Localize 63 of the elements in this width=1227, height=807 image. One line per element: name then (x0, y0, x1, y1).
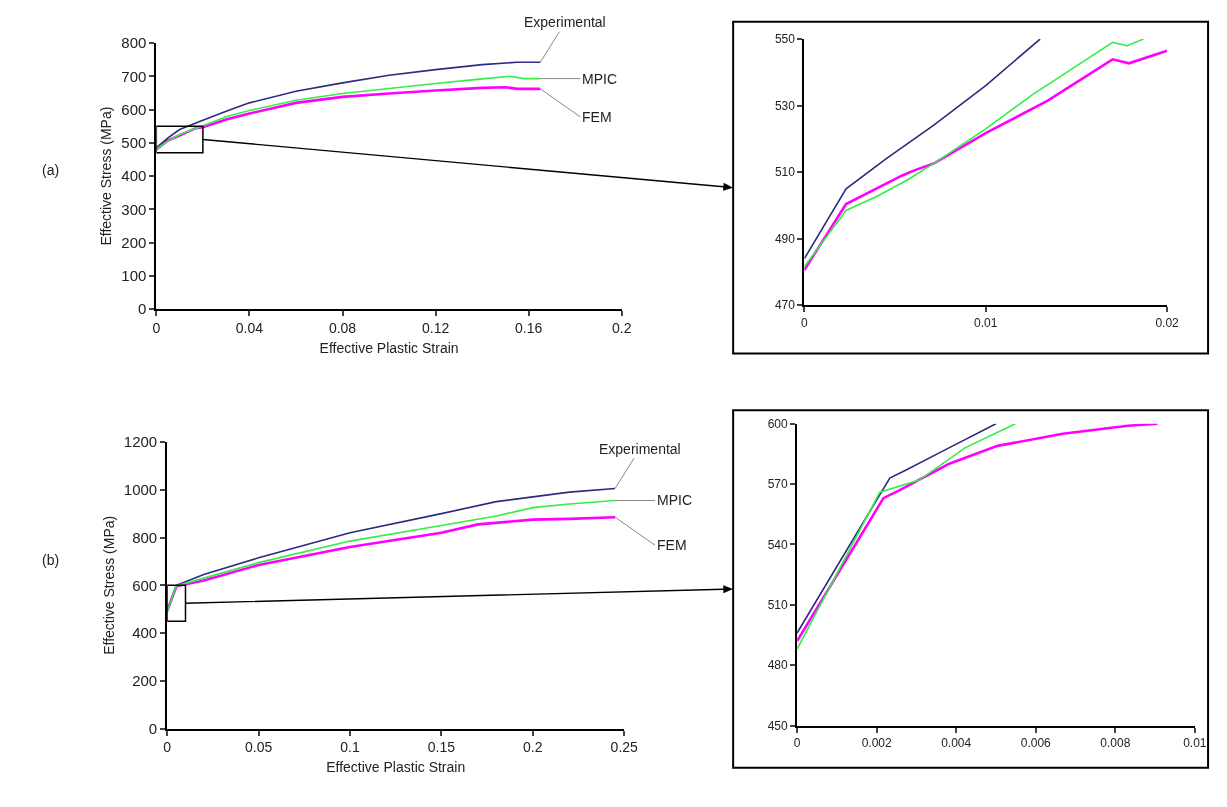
x-axis-title: Effective Plastic Strain (319, 339, 459, 356)
line-series (804, 39, 1041, 260)
x-tick-label: 0.2 (612, 320, 632, 336)
y-tick-label: 450 (767, 718, 789, 733)
y-tick-label: 1000 (123, 480, 158, 498)
y-tick-label: 200 (121, 233, 147, 251)
y-tick-label: 500 (121, 134, 147, 152)
y-tick-label: 700 (121, 67, 147, 85)
line-series (797, 423, 1017, 650)
x-tick-label: 0.08 (328, 320, 357, 336)
x-tick-label: 0.25 (610, 739, 639, 756)
y-tick-label: 600 (132, 576, 158, 594)
x-tick-label: 0.15 (427, 739, 456, 756)
x-tick-label: 0.02 (1155, 315, 1180, 330)
y-tick-label: 510 (774, 165, 796, 180)
y-axis-title: Effective Stress (MPa) (100, 515, 117, 655)
text: FEM (657, 537, 687, 553)
y-tick-label: 0 (137, 300, 147, 318)
y-tick-label: 400 (132, 624, 158, 642)
x-tick-label: 0.006 (1020, 735, 1052, 750)
y-tick-label: 400 (121, 167, 147, 185)
line-series (797, 423, 997, 634)
y-tick-label: 1200 (123, 433, 158, 451)
x-tick-label: 0.1 (340, 739, 360, 756)
y-tick-label: 550 (774, 32, 796, 47)
y-tick-label: 490 (774, 231, 796, 246)
y-tick-label: 300 (121, 200, 147, 218)
y-tick-label: 540 (767, 537, 789, 552)
x-tick-label: 0.2 (523, 739, 543, 756)
x-tick-label: 0.16 (515, 320, 543, 336)
x-tick-label: 0 (801, 315, 809, 330)
line-series (797, 423, 1159, 643)
y-tick-label: 800 (132, 528, 158, 546)
x-tick-label: 0 (163, 739, 172, 756)
x-axis-title: Effective Plastic Strain (326, 759, 466, 776)
text: Experimental (599, 441, 681, 457)
text: FEM (582, 109, 612, 125)
text: MPIC (582, 71, 617, 87)
y-tick-label: 200 (132, 672, 158, 690)
text: (a) (42, 162, 60, 178)
text: (b) (42, 552, 60, 568)
y-tick-label: 530 (774, 98, 796, 113)
text: Experimental (524, 14, 606, 30)
y-tick-label: 600 (121, 100, 147, 118)
x-tick-label: 0.01 (974, 315, 998, 330)
y-tick-label: 470 (774, 298, 796, 313)
y-tick-label: 510 (767, 598, 789, 613)
x-tick-label: 0.12 (421, 320, 450, 336)
y-tick-label: 480 (767, 658, 789, 673)
line-series (156, 61, 542, 149)
y-axis-title: Effective Stress (MPa) (98, 106, 115, 246)
x-tick-label: 0.002 (861, 735, 892, 750)
y-tick-label: 800 (121, 34, 147, 52)
x-tick-label: 0.004 (941, 735, 972, 750)
y-tick-label: 600 (767, 416, 789, 431)
text: MPIC (657, 492, 692, 508)
x-tick-label: 0.008 (1100, 735, 1131, 750)
y-tick-label: 100 (121, 267, 147, 285)
x-tick-label: 0.04 (235, 320, 264, 336)
x-tick-label: 0.05 (244, 739, 273, 756)
y-tick-label: 0 (148, 719, 158, 737)
y-tick-label: 570 (767, 477, 789, 492)
x-tick-label: 0.01 (1183, 735, 1207, 750)
